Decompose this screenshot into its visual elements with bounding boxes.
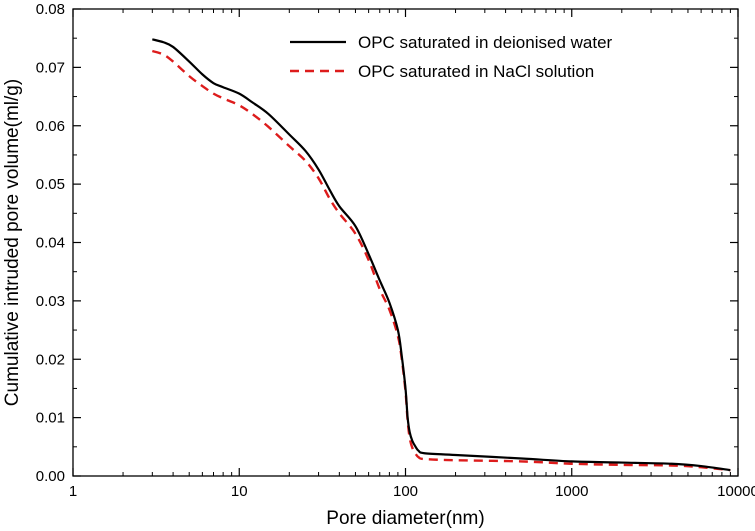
x-tick-label: 100 [393, 483, 418, 500]
x-tick-label: 1 [69, 483, 77, 500]
y-tick-label: 0.04 [36, 235, 65, 252]
axes-layer: 1 10 100 1000 10000 0.00 0.01 0.02 0.03 0.04 0.05 0… [36, 1, 755, 500]
y-tick-label: 0.00 [36, 468, 65, 485]
y-axis-title: Cumulative intruded pore volume(ml/g) [2, 79, 23, 406]
x-tick-label: 10000 [717, 483, 755, 500]
series-line-nacl-solution [151, 49, 731, 472]
series-layer [151, 38, 731, 472]
x-axis-title: Pore diameter(nm) [326, 508, 484, 529]
y-tick-label: 0.08 [36, 1, 65, 18]
legend-label-deionised-water: OPC saturated in deionised water [358, 33, 613, 52]
y-tick-label: 0.03 [36, 293, 65, 310]
y-tick-label: 0.06 [36, 118, 65, 135]
y-tick-label: 0.05 [36, 176, 65, 193]
series-line-deionised-water [152, 38, 731, 472]
legend-label-nacl-solution: OPC saturated in NaCl solution [358, 62, 594, 81]
y-tick-label: 0.02 [36, 351, 65, 368]
x-tick-label: 1000 [555, 483, 588, 500]
y-tick-label: 0.01 [36, 410, 65, 427]
y-tick-label: 0.07 [36, 59, 65, 76]
legend: OPC saturated in deionised water OPC sat… [290, 33, 613, 81]
x-tick-label: 10 [231, 483, 248, 500]
